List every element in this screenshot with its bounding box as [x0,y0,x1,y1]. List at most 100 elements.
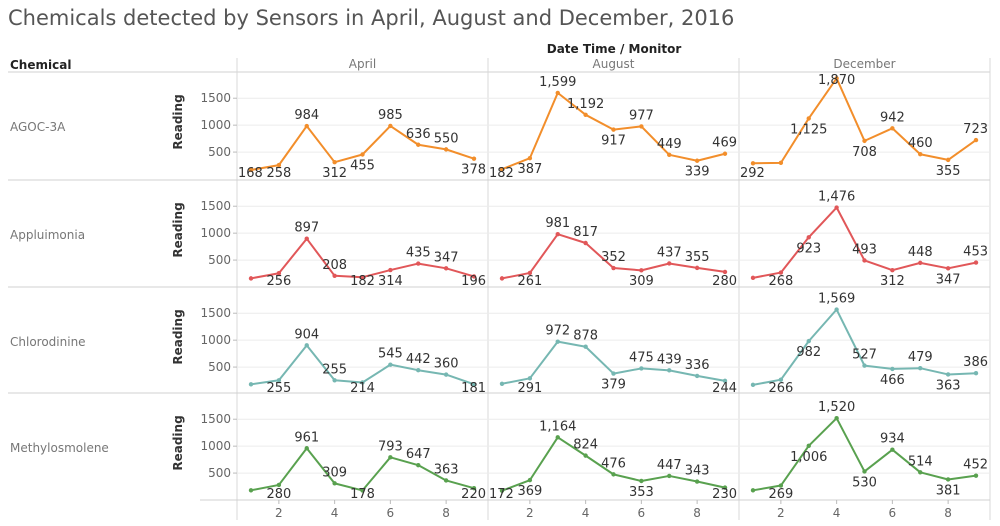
data-point [471,156,477,161]
data-label: 1,520 [818,400,855,415]
data-label: 244 [712,381,737,396]
data-point [527,270,533,276]
data-point [499,167,505,172]
data-point [722,151,728,156]
data-point [890,366,895,372]
data-label: 493 [852,242,877,257]
data-label: 292 [740,166,765,181]
data-label: 449 [657,137,682,152]
data-label: 460 [908,136,933,151]
data-label: 1,870 [818,73,855,88]
data-label: 182 [489,166,514,181]
data-label: 981 [545,216,570,231]
data-point [945,266,951,271]
data-label: 439 [657,352,682,367]
x-tick-label: 2 [526,506,534,520]
row-label-methylosmolene: Methylosmolene [10,441,109,455]
data-point [639,124,644,129]
data-label: 196 [461,274,486,289]
data-label: 355 [685,250,710,265]
y-tick-label: 500 [208,360,231,374]
data-point [471,382,477,387]
data-point [332,160,337,165]
data-label: 435 [406,246,431,261]
x-tick-label: 6 [889,506,897,520]
y-tick-label: 1000 [200,439,231,453]
data-label: 923 [796,241,821,256]
data-label: 355 [936,164,961,179]
data-point [555,339,560,344]
data-label: 1,125 [790,122,827,137]
data-label: 280 [712,274,737,289]
data-label: 972 [545,324,570,339]
data-point [388,362,393,367]
data-point [388,267,393,273]
y-tick-label: 1000 [200,118,231,132]
data-point [694,265,700,271]
y-axis-title: Reading [171,415,185,470]
data-label: 378 [461,163,486,178]
data-label: 181 [461,381,486,396]
data-label: 369 [517,484,542,499]
data-point [583,112,588,118]
month-header-august: August [593,57,635,71]
x-tick-label: 4 [582,506,590,520]
data-label: 817 [573,225,598,240]
data-point [890,126,895,131]
data-point [834,76,839,81]
data-point [778,483,784,488]
data-label: 312 [880,274,905,289]
data-point [304,236,309,241]
x-tick-label: 8 [442,506,450,520]
data-label: 961 [294,430,319,445]
data-point [304,343,309,348]
x-tick-label: 8 [944,506,952,520]
y-tick-label: 1500 [200,199,231,213]
data-label: 530 [852,475,877,490]
y-axis-title: Reading [171,309,185,364]
data-label: 379 [601,378,626,393]
data-label: 466 [880,373,905,388]
data-label: 255 [322,362,347,377]
data-point [527,477,533,483]
data-label: 453 [963,245,988,260]
data-point [667,368,672,373]
data-point [806,235,811,240]
data-label: 1,006 [790,450,827,465]
data-label: 647 [406,447,431,462]
row-label-appluimonia: Appluimonia [10,228,85,242]
y-tick-label: 500 [208,466,231,480]
x-tick-label: 8 [693,506,701,520]
data-label: 904 [294,327,319,342]
data-label: 309 [629,274,654,289]
data-point [248,382,254,387]
data-label: 261 [517,274,542,289]
data-point [806,443,811,449]
data-label: 336 [685,358,710,373]
data-point [360,152,365,157]
data-point [332,273,337,278]
data-point [416,368,421,373]
data-label: 636 [406,127,431,142]
data-point [722,269,728,275]
data-point [416,261,421,266]
data-point [304,446,309,451]
data-point [945,372,951,377]
data-point [834,307,839,312]
data-point [276,162,282,168]
data-point [694,479,700,484]
data-point [694,373,700,379]
data-point [890,447,895,452]
data-point [583,344,588,349]
data-point [471,274,477,279]
data-label: 309 [322,465,347,480]
data-point [667,261,672,266]
data-point [639,366,644,371]
data-point [862,258,867,263]
y-tick-label: 1500 [200,91,231,105]
row-label-agoc-3a: AGOC-3A [10,120,66,134]
data-point [973,260,979,265]
data-point [611,127,616,132]
data-label: 442 [406,352,431,367]
data-point [443,478,449,483]
